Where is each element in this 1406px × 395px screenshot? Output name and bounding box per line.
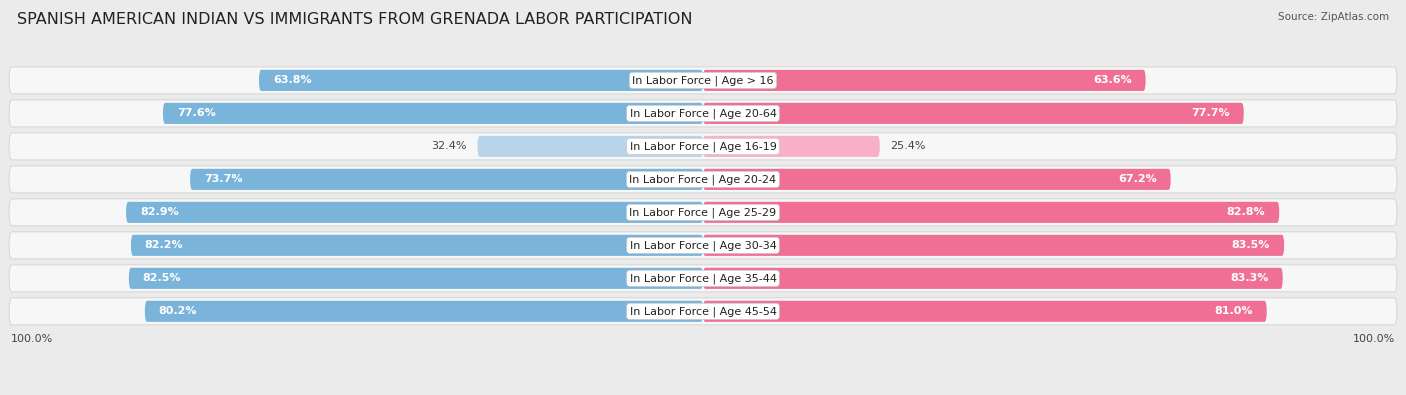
- FancyBboxPatch shape: [703, 235, 1284, 256]
- Text: 82.8%: 82.8%: [1226, 207, 1265, 217]
- FancyBboxPatch shape: [131, 235, 703, 256]
- Text: 82.2%: 82.2%: [145, 240, 183, 250]
- FancyBboxPatch shape: [127, 202, 703, 223]
- Text: 77.6%: 77.6%: [177, 108, 215, 118]
- FancyBboxPatch shape: [703, 103, 1244, 124]
- Text: 83.3%: 83.3%: [1230, 273, 1268, 283]
- Text: In Labor Force | Age 30-34: In Labor Force | Age 30-34: [630, 240, 776, 250]
- Text: 81.0%: 81.0%: [1215, 306, 1253, 316]
- Text: SPANISH AMERICAN INDIAN VS IMMIGRANTS FROM GRENADA LABOR PARTICIPATION: SPANISH AMERICAN INDIAN VS IMMIGRANTS FR…: [17, 12, 692, 27]
- FancyBboxPatch shape: [703, 268, 1282, 289]
- FancyBboxPatch shape: [8, 298, 1398, 325]
- FancyBboxPatch shape: [163, 103, 703, 124]
- FancyBboxPatch shape: [8, 265, 1398, 292]
- Text: 82.5%: 82.5%: [143, 273, 181, 283]
- FancyBboxPatch shape: [8, 67, 1398, 94]
- Text: 100.0%: 100.0%: [10, 334, 53, 344]
- Text: 82.9%: 82.9%: [141, 207, 179, 217]
- Text: 67.2%: 67.2%: [1118, 174, 1157, 184]
- FancyBboxPatch shape: [190, 169, 703, 190]
- Text: 80.2%: 80.2%: [159, 306, 197, 316]
- Text: 25.4%: 25.4%: [890, 141, 925, 151]
- Text: In Labor Force | Age 25-29: In Labor Force | Age 25-29: [630, 207, 776, 218]
- FancyBboxPatch shape: [8, 232, 1398, 259]
- FancyBboxPatch shape: [703, 70, 1146, 91]
- Text: In Labor Force | Age 20-24: In Labor Force | Age 20-24: [630, 174, 776, 184]
- Text: In Labor Force | Age 35-44: In Labor Force | Age 35-44: [630, 273, 776, 284]
- Text: Source: ZipAtlas.com: Source: ZipAtlas.com: [1278, 12, 1389, 22]
- FancyBboxPatch shape: [8, 166, 1398, 193]
- FancyBboxPatch shape: [478, 136, 703, 157]
- Text: 63.8%: 63.8%: [273, 75, 312, 85]
- FancyBboxPatch shape: [259, 70, 703, 91]
- Text: In Labor Force | Age 20-64: In Labor Force | Age 20-64: [630, 108, 776, 118]
- Text: In Labor Force | Age > 16: In Labor Force | Age > 16: [633, 75, 773, 86]
- Text: 83.5%: 83.5%: [1232, 240, 1270, 250]
- FancyBboxPatch shape: [129, 268, 703, 289]
- FancyBboxPatch shape: [703, 301, 1267, 322]
- FancyBboxPatch shape: [8, 133, 1398, 160]
- FancyBboxPatch shape: [8, 100, 1398, 127]
- FancyBboxPatch shape: [8, 199, 1398, 226]
- Text: In Labor Force | Age 45-54: In Labor Force | Age 45-54: [630, 306, 776, 316]
- FancyBboxPatch shape: [703, 202, 1279, 223]
- Text: 100.0%: 100.0%: [1353, 334, 1396, 344]
- Text: In Labor Force | Age 16-19: In Labor Force | Age 16-19: [630, 141, 776, 152]
- Text: 63.6%: 63.6%: [1092, 75, 1132, 85]
- FancyBboxPatch shape: [703, 169, 1171, 190]
- Text: 77.7%: 77.7%: [1191, 108, 1230, 118]
- FancyBboxPatch shape: [703, 136, 880, 157]
- FancyBboxPatch shape: [145, 301, 703, 322]
- Text: 73.7%: 73.7%: [204, 174, 242, 184]
- Text: 32.4%: 32.4%: [432, 141, 467, 151]
